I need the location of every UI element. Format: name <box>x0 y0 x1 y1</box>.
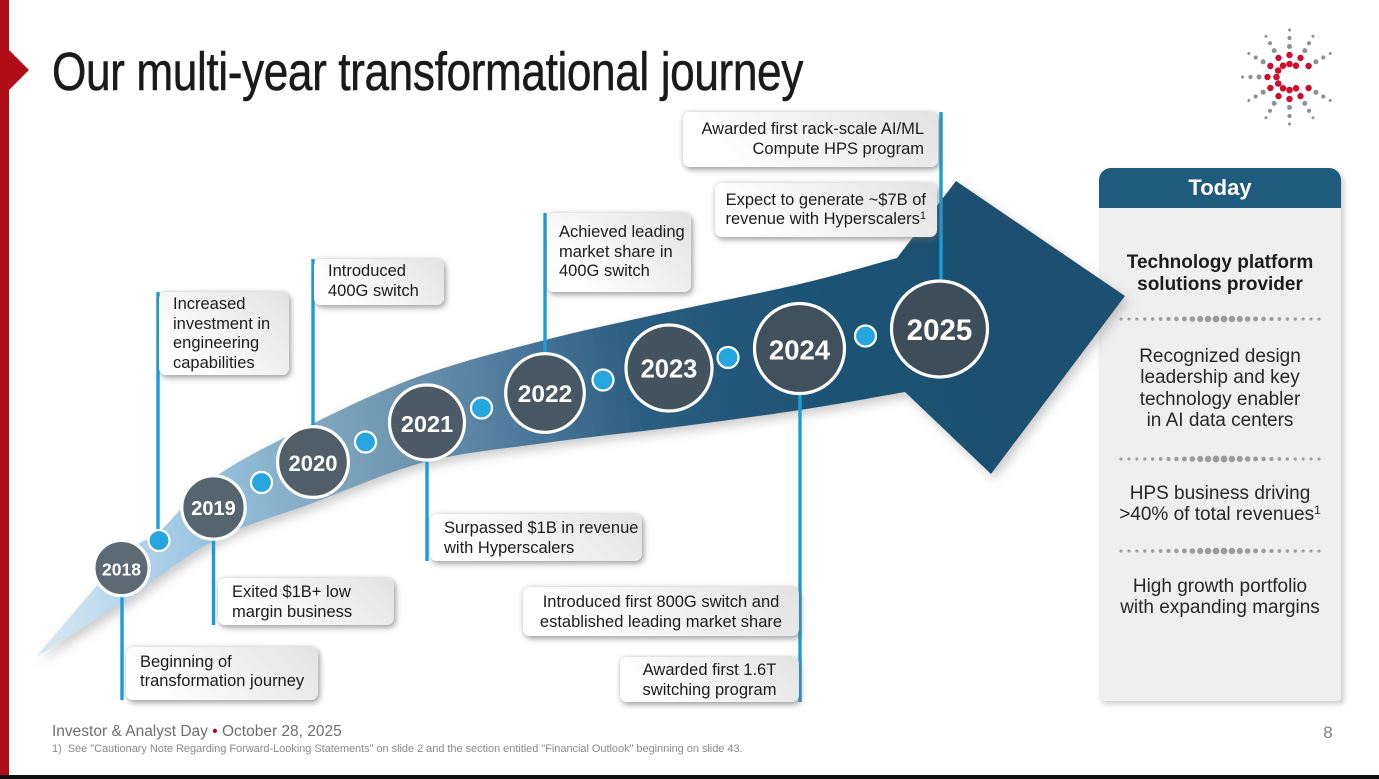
svg-text:2020: 2020 <box>289 451 338 476</box>
svg-text:2023: 2023 <box>641 356 698 384</box>
svg-text:2025: 2025 <box>907 314 973 347</box>
svg-text:2018: 2018 <box>102 560 141 580</box>
svg-text:2024: 2024 <box>769 335 831 366</box>
svg-text:2022: 2022 <box>518 381 573 408</box>
svg-text:2021: 2021 <box>401 411 453 437</box>
svg-text:2019: 2019 <box>191 498 236 520</box>
